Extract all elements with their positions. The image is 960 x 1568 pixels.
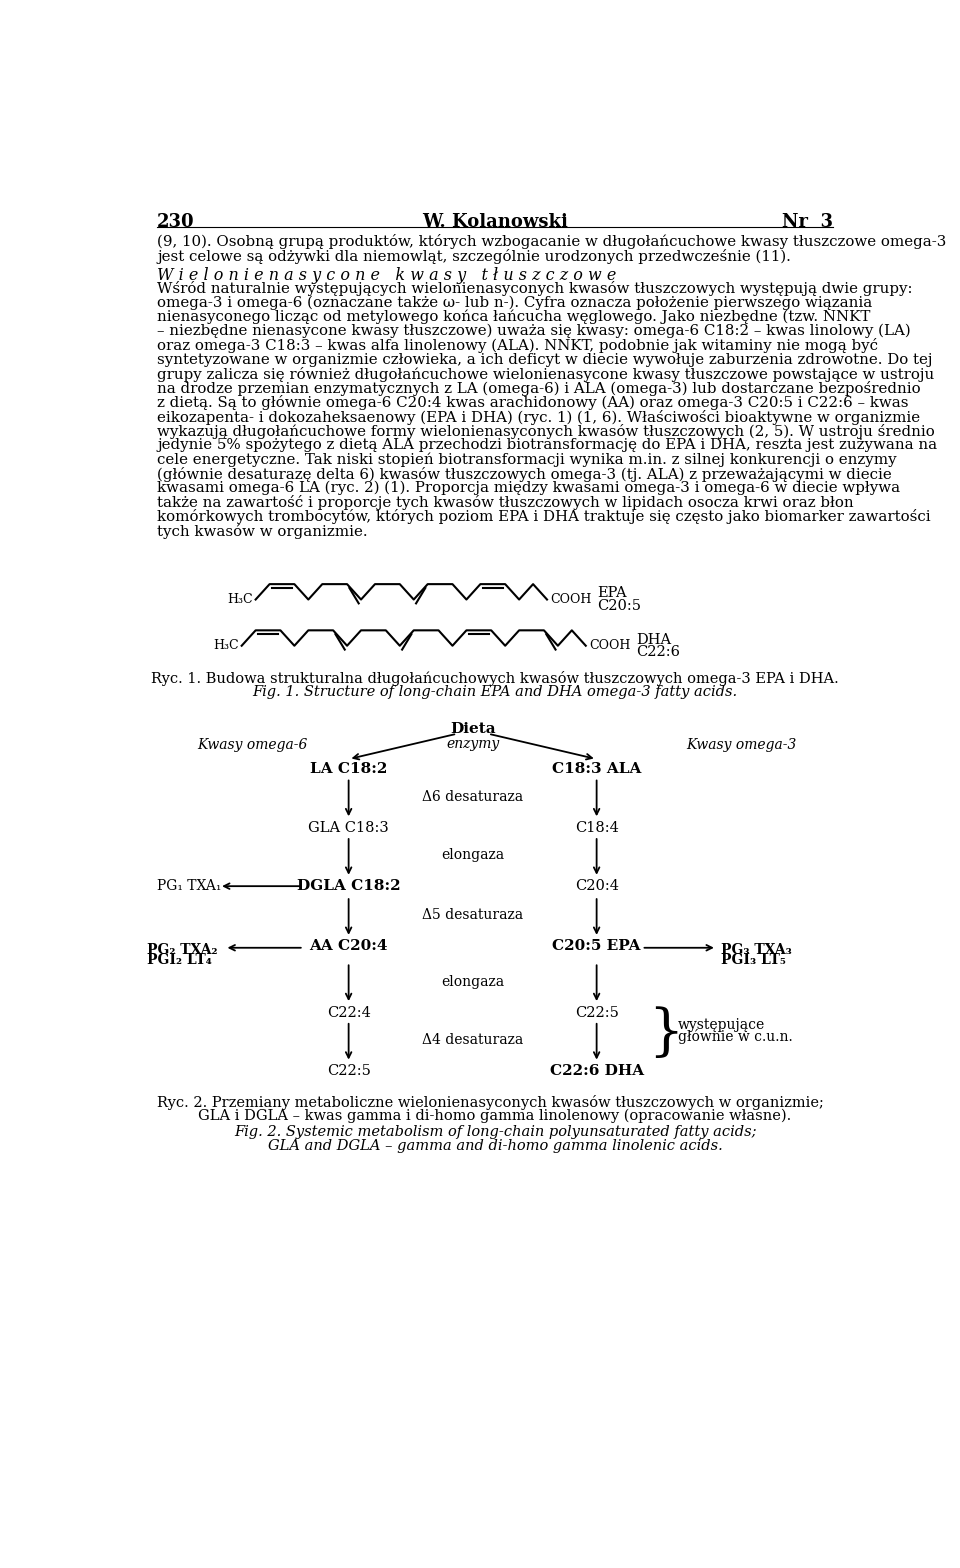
Text: Kwasy omega-3: Kwasy omega-3 — [685, 739, 796, 753]
Text: syntetyzowane w organizmie człowieka, a ich deficyt w diecie wywołuje zaburzenia: syntetyzowane w organizmie człowieka, a … — [157, 353, 933, 367]
Text: W i e l o n i e n a s y c o n e   k w a s y   t ł u s z c z o w e: W i e l o n i e n a s y c o n e k w a s … — [157, 267, 616, 284]
Text: PG₁ TXA₁: PG₁ TXA₁ — [157, 880, 222, 894]
Text: (9, 10). Osobną grupą produktów, których wzbogacanie w długołańcuchowe kwasy tłu: (9, 10). Osobną grupą produktów, których… — [157, 234, 947, 249]
Text: PGI₂ LT₄: PGI₂ LT₄ — [147, 953, 212, 967]
Text: kwasami omega-6 LA (ryc. 2) (1). Proporcja między kwasami omega-3 i omega-6 w di: kwasami omega-6 LA (ryc. 2) (1). Proporc… — [157, 481, 900, 495]
Text: PG₂ TXA₂: PG₂ TXA₂ — [147, 942, 218, 956]
Text: Wśród naturalnie występujących wielonienasyconych kwasów tłuszczowych występują : Wśród naturalnie występujących wielonien… — [157, 281, 913, 296]
Text: omega-3 i omega-6 (oznaczane także ω- lub n-). Cyfra oznacza położenie pierwszeg: omega-3 i omega-6 (oznaczane także ω- lu… — [157, 296, 873, 310]
Text: Fig. 2. Systemic metabolism of long-chain polyunsaturated fatty acids;: Fig. 2. Systemic metabolism of long-chai… — [234, 1124, 756, 1138]
Text: C18:4: C18:4 — [575, 820, 618, 834]
Text: komórkowych trombocytów, których poziom EPA i DHA traktuje się często jako bioma: komórkowych trombocytów, których poziom … — [157, 510, 931, 524]
Text: C18:3 ALA: C18:3 ALA — [552, 762, 641, 776]
Text: oraz omega-3 C18:3 – kwas alfa linolenowy (ALA). NNKT, podobnie jak witaminy nie: oraz omega-3 C18:3 – kwas alfa linolenow… — [157, 339, 878, 353]
Text: enzymy: enzymy — [446, 737, 499, 751]
Text: głównie w c.u.n.: głównie w c.u.n. — [678, 1029, 793, 1044]
Text: COOH: COOH — [588, 640, 631, 652]
Text: Ryc. 1. Budowa strukturalna długołańcuchowych kwasów tłuszczowych omega-3 EPA i : Ryc. 1. Budowa strukturalna długołańcuch… — [152, 671, 839, 687]
Text: z dietą. Są to głównie omega-6 C20:4 kwas arachidonowy (AA) oraz omega-3 C20:5 i: z dietą. Są to głównie omega-6 C20:4 kwa… — [157, 395, 909, 411]
Text: jedynie 5% spożytego z dietą ALA przechodzi biotransformację do EPA i DHA, reszt: jedynie 5% spożytego z dietą ALA przecho… — [157, 437, 937, 452]
Text: DGLA C18:2: DGLA C18:2 — [297, 880, 400, 894]
Text: PGI₃ LT₅: PGI₃ LT₅ — [721, 953, 785, 967]
Text: GLA C18:3: GLA C18:3 — [308, 820, 389, 834]
Text: LA C18:2: LA C18:2 — [310, 762, 387, 776]
Text: Δ6 desaturaza: Δ6 desaturaza — [422, 790, 523, 804]
Text: cele energetyczne. Tak niski stopień biotransformacji wynika m.in. z silnej konk: cele energetyczne. Tak niski stopień bio… — [157, 452, 897, 467]
Text: H₃C: H₃C — [213, 640, 239, 652]
Text: nienasyconego licząc od metylowego końca łańcucha węglowego. Jako niezbędne (tzw: nienasyconego licząc od metylowego końca… — [157, 310, 871, 325]
Text: C20:4: C20:4 — [575, 880, 618, 894]
Text: także na zawartość i proporcje tych kwasów tłuszczowych w lipidach osocza krwi o: także na zawartość i proporcje tych kwas… — [157, 495, 853, 510]
Text: Δ4 desaturaza: Δ4 desaturaza — [422, 1033, 523, 1047]
Text: 230: 230 — [157, 213, 195, 230]
Text: C20:5: C20:5 — [597, 599, 641, 613]
Text: (głównie desaturazę delta 6) kwasów tłuszczowych omega-3 (tj. ALA) z przeważając: (głównie desaturazę delta 6) kwasów tłus… — [157, 467, 892, 481]
Text: DHA: DHA — [636, 632, 671, 646]
Text: C22:4: C22:4 — [326, 1005, 371, 1019]
Text: Ryc. 2. Przemiany metaboliczne wielonienasyconych kwasów tłuszczowych w organizm: Ryc. 2. Przemiany metaboliczne wielonien… — [157, 1094, 824, 1110]
Text: H₃C: H₃C — [227, 593, 252, 607]
Text: PG₃ TXA₃: PG₃ TXA₃ — [721, 942, 791, 956]
Text: elongaza: elongaza — [441, 975, 504, 989]
Text: W. Kolanowski: W. Kolanowski — [422, 213, 568, 230]
Text: C20:5 EPA: C20:5 EPA — [552, 939, 641, 953]
Text: na drodze przemian enzymatycznych z LA (omega-6) i ALA (omega-3) lub dostarczane: na drodze przemian enzymatycznych z LA (… — [157, 381, 921, 397]
Text: Kwasy omega-6: Kwasy omega-6 — [198, 739, 308, 753]
Text: wykazują długołańcuchowe formy wielonienasyconych kwasów tłuszczowych (2, 5). W : wykazują długołańcuchowe formy wielonien… — [157, 423, 935, 439]
Text: GLA and DGLA – gamma and di-homo gamma linolenic acids.: GLA and DGLA – gamma and di-homo gamma l… — [268, 1138, 723, 1152]
Text: COOH: COOH — [550, 593, 591, 607]
Text: elongaza: elongaza — [441, 848, 504, 862]
Text: C22:5: C22:5 — [326, 1065, 371, 1079]
Text: jest celowe są odżywki dla niemowląt, szczególnie urodzonych przedwcześnie (11).: jest celowe są odżywki dla niemowląt, sz… — [157, 249, 791, 263]
Text: Δ5 desaturaza: Δ5 desaturaza — [422, 908, 523, 922]
Text: eikozapenta- i dokozaheksaenowy (EPA i DHA) (ryc. 1) (1, 6). Właściwości bioakty: eikozapenta- i dokozaheksaenowy (EPA i D… — [157, 409, 921, 425]
Text: EPA: EPA — [597, 586, 627, 601]
Text: AA C20:4: AA C20:4 — [309, 939, 388, 953]
Text: Nr  3: Nr 3 — [782, 213, 833, 230]
Text: Fig. 1. Structure of long-chain EPA and DHA omega-3 fatty acids.: Fig. 1. Structure of long-chain EPA and … — [252, 685, 737, 699]
Text: grupy zalicza się również długołańcuchowe wielonienasycone kwasy tłuszczowe pows: grupy zalicza się również długołańcuchow… — [157, 367, 934, 383]
Text: Dieta: Dieta — [450, 723, 495, 735]
Text: tych kwasów w organizmie.: tych kwasów w organizmie. — [157, 524, 368, 538]
Text: }: } — [649, 1007, 684, 1060]
Text: występujące: występujące — [678, 1018, 765, 1032]
Text: GLA i DGLA – kwas gamma i di-homo gamma linolenowy (opracowanie własne).: GLA i DGLA – kwas gamma i di-homo gamma … — [199, 1109, 792, 1123]
Text: – niezbędne nienasycone kwasy tłuszczowe) uważa się kwasy: omega-6 C18:2 – kwas : – niezbędne nienasycone kwasy tłuszczowe… — [157, 325, 911, 339]
Text: C22:6 DHA: C22:6 DHA — [549, 1065, 644, 1079]
Text: C22:5: C22:5 — [575, 1005, 618, 1019]
Text: C22:6: C22:6 — [636, 644, 680, 659]
